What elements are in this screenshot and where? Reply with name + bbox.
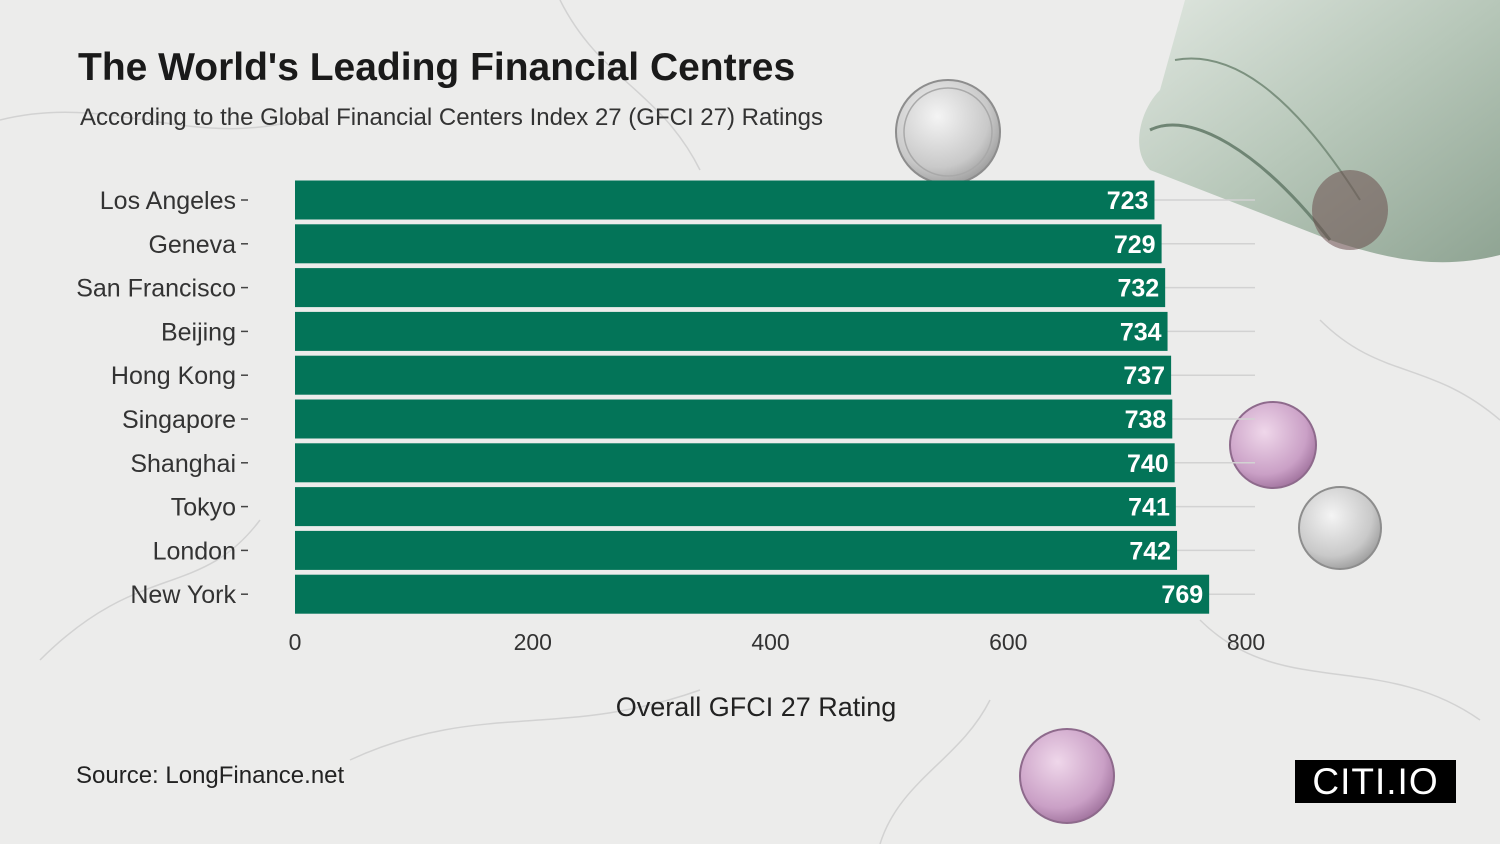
y-tick-label: San Francisco [76,275,236,303]
bar-value-label: 723 [1107,187,1149,215]
bars [295,180,1210,614]
x-axis-label: Overall GFCI 27 Rating [616,692,897,722]
y-tick-label: Singapore [122,406,236,434]
x-tick-label: 200 [514,629,552,655]
bar-data-labels: 723 729 732 734 737 738 740 741 742 769 [1107,187,1203,609]
bar-hong-kong [295,355,1172,395]
source-note: Source: LongFinance.net [76,762,345,789]
bar-value-label: 769 [1161,581,1203,609]
chart-title: The World's Leading Financial Centres [78,46,796,89]
x-tick-label: 0 [289,629,302,655]
bar-value-label: 741 [1128,494,1170,522]
bar-geneva [295,224,1162,264]
bar-new-york [295,574,1210,614]
x-tick-label: 800 [1227,629,1265,655]
bar-value-label: 740 [1127,450,1169,478]
y-axis-tick-labels: Los Angeles Geneva San Francisco Beijing Hon… [76,187,248,609]
bar-shanghai [295,443,1175,483]
bar-singapore [295,399,1173,439]
bar-san-francisco [295,268,1166,308]
y-tick-label: New York [130,581,236,609]
dime-coin-icon [1298,486,1382,570]
penny-coin-icon [1019,401,1317,824]
x-tick-label: 600 [989,629,1027,655]
bar-value-label: 734 [1120,318,1162,346]
bar-los-angeles [295,180,1155,220]
bar-value-label: 729 [1114,231,1156,259]
x-tick-label: 400 [751,629,789,655]
y-tick-label: Beijing [161,318,236,346]
citi-io-logo[interactable]: CITI.IO [1295,760,1456,803]
y-tick-label: Tokyo [171,494,236,522]
x-axis-tick-labels: 0 200 400 600 800 [289,629,1266,655]
dollar-bill-roll-icon [1139,0,1500,263]
bar-tokyo [295,487,1176,527]
y-tick-label: Shanghai [130,450,236,478]
bar-value-label: 737 [1123,362,1165,390]
bar-value-label: 738 [1125,406,1167,434]
chart-subtitle: According to the Global Financial Center… [80,104,824,131]
y-tick-label: Geneva [148,231,236,259]
y-tick-label: Los Angeles [100,187,236,215]
bar-value-label: 742 [1129,537,1171,565]
bar-london [295,530,1178,570]
y-tick-label: London [153,537,236,565]
y-tick-label: Hong Kong [111,362,236,390]
bar-value-label: 732 [1117,275,1159,303]
bar-beijing [295,311,1168,351]
